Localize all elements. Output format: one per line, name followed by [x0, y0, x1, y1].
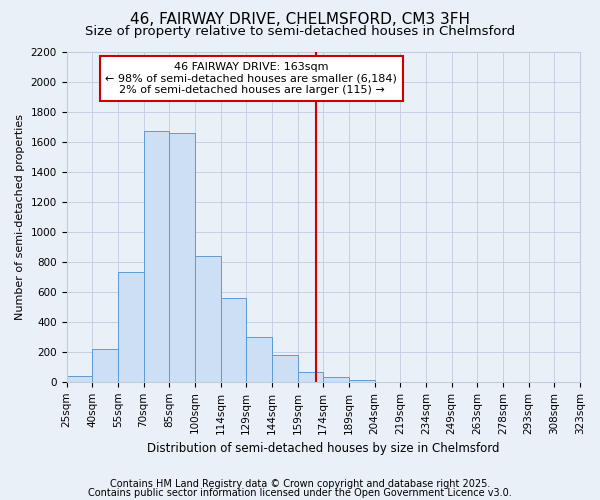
Bar — [221, 298, 246, 382]
Text: 46, FAIRWAY DRIVE, CHELMSFORD, CM3 3FH: 46, FAIRWAY DRIVE, CHELMSFORD, CM3 3FH — [130, 12, 470, 28]
Bar — [143, 131, 169, 382]
X-axis label: Distribution of semi-detached houses by size in Chelmsford: Distribution of semi-detached houses by … — [147, 442, 500, 455]
Bar — [272, 355, 298, 382]
Bar — [298, 372, 323, 382]
Text: Size of property relative to semi-detached houses in Chelmsford: Size of property relative to semi-detach… — [85, 25, 515, 38]
Bar — [195, 256, 221, 382]
Bar — [118, 272, 143, 382]
Bar — [169, 132, 195, 382]
Y-axis label: Number of semi-detached properties: Number of semi-detached properties — [15, 114, 25, 320]
Bar — [92, 349, 118, 382]
Text: 46 FAIRWAY DRIVE: 163sqm
← 98% of semi-detached houses are smaller (6,184)
2% of: 46 FAIRWAY DRIVE: 163sqm ← 98% of semi-d… — [106, 62, 397, 95]
Text: Contains HM Land Registry data © Crown copyright and database right 2025.: Contains HM Land Registry data © Crown c… — [110, 479, 490, 489]
Bar — [246, 337, 272, 382]
Bar — [323, 378, 349, 382]
Bar — [67, 376, 92, 382]
Text: Contains public sector information licensed under the Open Government Licence v3: Contains public sector information licen… — [88, 488, 512, 498]
Bar — [349, 380, 374, 382]
